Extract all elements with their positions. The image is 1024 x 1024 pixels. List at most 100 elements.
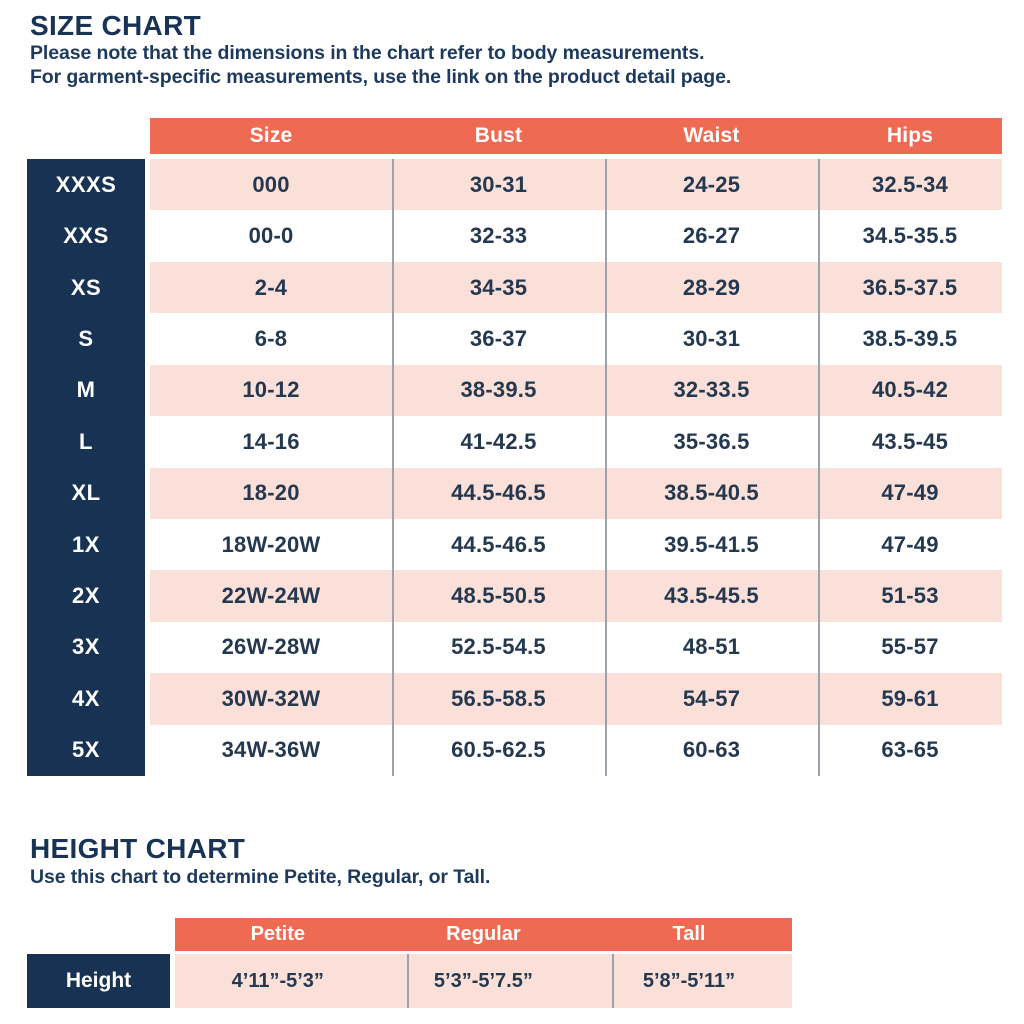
- cell-hips: 59-61: [881, 685, 939, 711]
- height-table-value-row: 4’11”-5’3” 5’3”-5’7.5” 5’8”-5’11”: [175, 954, 792, 1008]
- size-table-header-waist: Waist: [683, 124, 740, 147]
- column-divider-1: [392, 159, 394, 776]
- cell-size: 00-0: [248, 223, 294, 249]
- table-row: 000 30-31 24-25 32.5-34: [150, 159, 1002, 211]
- cell-waist: 43.5-45.5: [664, 583, 759, 609]
- size-letter-l: L: [79, 428, 93, 454]
- cell-waist: 48-51: [682, 634, 741, 660]
- size-chart-title: SIZE CHART: [30, 10, 201, 41]
- cell-size: 18W-20W: [221, 531, 321, 557]
- table-row: 18W-20W 44.5-46.5 39.5-41.5 47-49: [150, 518, 1002, 571]
- cell-hips: 55-57: [881, 634, 939, 660]
- size-letter-1x: 1X: [72, 531, 100, 557]
- height-header-tall: Tall: [672, 923, 706, 945]
- cell-size: 34W-36W: [221, 737, 321, 763]
- size-letter-2x: 2X: [72, 583, 100, 609]
- cell-waist: 35-36.5: [673, 428, 750, 454]
- table-row: 6-8 36-37 30-31 38.5-39.5: [150, 313, 1002, 365]
- height-chart-subtitle: Use this chart to determine Petite, Regu…: [30, 866, 491, 888]
- height-header-regular: Regular: [446, 923, 521, 945]
- size-letter-xxxs: XXXS: [55, 171, 117, 197]
- size-letter-column: XXXS XXS XS S M L XL 1X 2X 3X 4X 5X: [27, 159, 145, 776]
- cell-hips: 36.5-37.5: [862, 274, 958, 300]
- cell-waist: 38.5-40.5: [664, 480, 759, 506]
- cell-waist: 39.5-41.5: [664, 531, 759, 557]
- cell-size: 30W-32W: [221, 685, 321, 711]
- size-letter-xl: XL: [71, 480, 101, 506]
- cell-bust: 32-33: [469, 223, 528, 249]
- cell-size: 26W-28W: [221, 634, 321, 660]
- cell-hips: 38.5-39.5: [862, 325, 958, 351]
- cell-waist: 60-63: [682, 737, 741, 763]
- size-table-header-hips: Hips: [886, 124, 934, 147]
- cell-hips: 34.5-35.5: [862, 223, 958, 249]
- cell-bust: 41-42.5: [460, 428, 537, 454]
- size-letter-xs: XS: [70, 274, 102, 300]
- height-row-label: Height: [27, 954, 170, 1008]
- size-letter-5x: 5X: [72, 737, 100, 763]
- cell-bust: 30-31: [469, 171, 528, 197]
- cell-waist: 54-57: [682, 685, 741, 711]
- table-row: 10-12 38-39.5 32-33.5 40.5-42: [150, 364, 1002, 417]
- size-letter-xxs: XXS: [63, 223, 109, 249]
- cell-bust: 52.5-54.5: [451, 634, 546, 660]
- cell-waist: 30-31: [682, 325, 741, 351]
- table-row: 00-0 32-33 26-27 34.5-35.5: [150, 210, 1002, 262]
- cell-bust: 44.5-46.5: [451, 531, 546, 557]
- cell-hips: 51-53: [881, 583, 939, 609]
- cell-hips: 47-49: [881, 531, 939, 557]
- cell-bust: 48.5-50.5: [451, 583, 546, 609]
- cell-waist: 32-33.5: [673, 377, 750, 403]
- height-header-petite: Petite: [250, 923, 306, 945]
- size-chart-table: XXXS XXS XS S M L XL 1X 2X 3X 4X 5X Size Bust Waist Hi…: [27, 118, 1002, 776]
- height-column-divider-2: [612, 954, 614, 1008]
- cell-size: 10-12: [242, 377, 300, 403]
- cell-bust: 56.5-58.5: [451, 685, 546, 711]
- cell-bust: 34-35: [469, 274, 528, 300]
- cell-size: 2-4: [254, 274, 288, 300]
- table-row: 34W-36W 60.5-62.5 60-63 63-65: [150, 724, 1002, 776]
- height-column-divider-1: [407, 954, 409, 1008]
- table-row: 14-16 41-42.5 35-36.5 43.5-45: [150, 416, 1002, 468]
- table-row: 2-4 34-35 28-29 36.5-37.5: [150, 261, 1002, 314]
- size-table-header-bust: Bust: [474, 124, 523, 147]
- table-row: 26W-28W 52.5-54.5 48-51 55-57: [150, 621, 1002, 674]
- size-letter-m: M: [76, 377, 96, 403]
- cell-bust: 60.5-62.5: [451, 737, 546, 763]
- cell-waist: 26-27: [682, 223, 741, 249]
- size-table-header-size: Size: [249, 124, 293, 147]
- cell-size: 6-8: [254, 325, 288, 351]
- column-divider-2: [605, 159, 607, 776]
- height-table-grid: Petite Regular Tall 4’11”-5’3” 5’3”-5’7.5” 5…: [175, 918, 792, 1008]
- size-table-grid: Size Bust Waist Hips 000 30-31 24-25 32.5-34 00…: [150, 118, 1002, 776]
- height-table-header-row: Petite Regular Tall: [175, 918, 792, 951]
- height-chart-title: HEIGHT CHART: [30, 833, 246, 864]
- height-value-regular: 5’3”-5’7.5”: [433, 969, 533, 992]
- cell-hips: 32.5-34: [871, 171, 948, 197]
- cell-size: 14-16: [242, 428, 300, 454]
- cell-waist: 28-29: [682, 274, 741, 300]
- table-row: 22W-24W 48.5-50.5 43.5-45.5 51-53: [150, 570, 1002, 622]
- table-row: 18-20 44.5-46.5 38.5-40.5 47-49: [150, 467, 1002, 519]
- size-table-header-row: Size Bust Waist Hips: [150, 118, 1002, 154]
- cell-waist: 24-25: [682, 171, 741, 197]
- cell-bust: 38-39.5: [460, 377, 537, 403]
- height-chart-table: Height Petite Regular Tall 4’11”-5’3” 5’3”-…: [27, 918, 792, 1008]
- cell-size: 18-20: [242, 480, 300, 506]
- height-value-tall: 5’8”-5’11”: [642, 969, 736, 992]
- cell-hips: 47-49: [881, 480, 939, 506]
- size-letter-s: S: [78, 325, 94, 351]
- cell-size: 000: [252, 171, 290, 197]
- size-chart-subtitle-line-2: For garment-specific measurements, use t…: [30, 66, 732, 88]
- column-divider-3: [818, 159, 820, 776]
- size-table-body: 000 30-31 24-25 32.5-34 00-0 32-33 26-27 34.5-3…: [150, 159, 1002, 776]
- size-letter-3x: 3X: [72, 634, 100, 660]
- cell-hips: 40.5-42: [871, 377, 948, 403]
- cell-bust: 36-37: [469, 325, 528, 351]
- table-row: 30W-32W 56.5-58.5 54-57 59-61: [150, 673, 1002, 725]
- size-chart-subtitle-line-1: Please note that the dimensions in the c…: [30, 42, 705, 64]
- height-value-petite: 4’11”-5’3”: [231, 969, 324, 992]
- cell-hips: 43.5-45: [871, 428, 948, 454]
- cell-bust: 44.5-46.5: [451, 480, 546, 506]
